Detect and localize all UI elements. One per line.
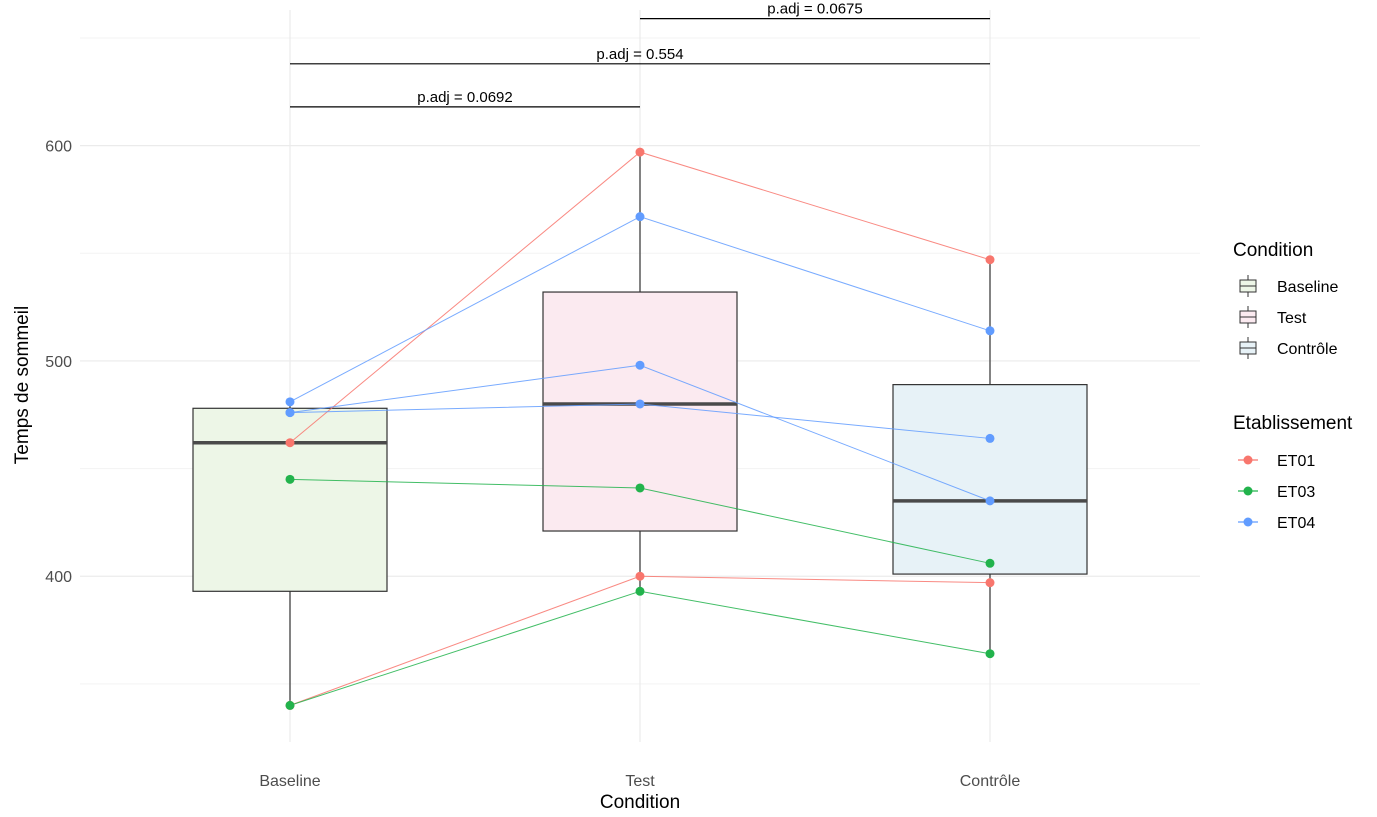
y-axis-title: Temps de sommeil — [12, 306, 33, 464]
box-contrôle — [892, 384, 1088, 575]
point-et01 — [985, 578, 995, 588]
point-et03 — [635, 483, 645, 493]
annotation-label: p.adj = 0.0692 — [417, 89, 513, 106]
annotation-label: p.adj = 0.554 — [596, 46, 683, 63]
x-tick-label: Baseline — [259, 773, 320, 790]
x-tick-label: Test — [625, 773, 655, 790]
legend-key-point — [1243, 517, 1253, 527]
point-et04 — [285, 408, 295, 418]
legend-condition-title: Condition — [1233, 240, 1313, 261]
point-et03 — [985, 649, 995, 659]
point-et04 — [985, 326, 995, 336]
point-et03 — [635, 586, 645, 596]
legend-etablissement: Etablissement ET01 ET03 ET04 — [1233, 413, 1353, 532]
annotation-label: p.adj = 0.0675 — [767, 1, 863, 18]
legend-item-label: Contrôle — [1277, 341, 1338, 358]
legend-key-point — [1243, 486, 1253, 496]
point-et01 — [635, 571, 645, 581]
point-et01 — [285, 438, 295, 448]
legend-condition: Condition Baseline Test Contrôle — [1233, 240, 1338, 359]
legend-key-point — [1243, 455, 1253, 465]
point-et04 — [635, 212, 645, 222]
legend-etablissement-title: Etablissement — [1233, 413, 1353, 434]
y-tick-label: 600 — [45, 139, 72, 156]
box-test — [542, 291, 738, 532]
legend-item-label: ET01 — [1277, 453, 1315, 470]
y-tick-label: 500 — [45, 354, 72, 371]
boxes — [192, 152, 1088, 706]
point-et04 — [635, 399, 645, 409]
y-axis-ticks: 400 500 600 — [45, 139, 72, 587]
legend-item-label: ET03 — [1277, 484, 1315, 501]
point-et04 — [985, 496, 995, 506]
point-et03 — [285, 700, 295, 710]
x-axis-ticks: Baseline Test Contrôle — [259, 773, 1020, 790]
point-et04 — [985, 433, 995, 443]
point-et03 — [985, 558, 995, 568]
series-lines — [285, 147, 995, 710]
point-et03 — [285, 474, 295, 484]
legend-item-label: Test — [1277, 310, 1307, 327]
x-tick-label: Contrôle — [960, 773, 1021, 790]
legend-item-label: Baseline — [1277, 279, 1338, 296]
y-tick-label: 400 — [45, 569, 72, 586]
significance-annotations: p.adj = 0.0692 p.adj = 0.554 p.adj = 0.067… — [290, 1, 990, 108]
point-et04 — [285, 397, 295, 407]
box-baseline — [192, 407, 388, 592]
legend-item-label: ET04 — [1277, 515, 1315, 532]
point-et01 — [985, 255, 995, 265]
x-axis-title: Condition — [600, 792, 680, 813]
point-et01 — [635, 147, 645, 157]
point-et04 — [635, 360, 645, 370]
